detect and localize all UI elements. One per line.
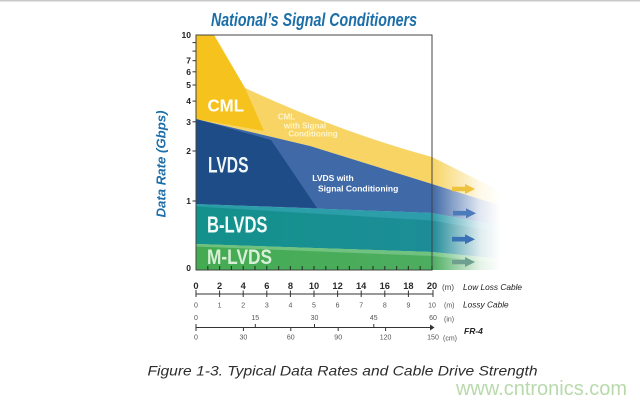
svg-text:0: 0 <box>186 263 191 273</box>
svg-text:3: 3 <box>265 303 269 310</box>
svg-text:10: 10 <box>182 30 192 40</box>
svg-text:Figure 1-3. Typical Data Rates: Figure 1-3. Typical Data Rates and Cable… <box>148 363 538 379</box>
svg-text:10: 10 <box>428 303 436 310</box>
svg-text:30: 30 <box>311 315 319 322</box>
svg-text:CML: CML <box>208 95 245 115</box>
svg-text:0: 0 <box>194 335 198 342</box>
svg-text:6: 6 <box>336 303 340 310</box>
svg-text:10: 10 <box>309 281 319 291</box>
svg-text:(m): (m) <box>442 283 454 292</box>
svg-text:30: 30 <box>240 335 248 342</box>
svg-text:16: 16 <box>380 281 390 291</box>
svg-text:150: 150 <box>427 335 439 342</box>
svg-text:90: 90 <box>334 335 342 342</box>
svg-text:Lossy Cable: Lossy Cable <box>463 300 509 310</box>
svg-text:(cm): (cm) <box>443 336 457 343</box>
svg-text:0: 0 <box>194 303 198 310</box>
svg-text:8: 8 <box>288 281 293 291</box>
svg-text:Data Rate (Gbps): Data Rate (Gbps) <box>154 111 169 218</box>
svg-text:1: 1 <box>186 196 191 206</box>
svg-text:9: 9 <box>406 303 410 310</box>
svg-text:3: 3 <box>186 117 191 127</box>
svg-text:FR-4: FR-4 <box>464 326 483 336</box>
svg-text:12: 12 <box>332 281 342 291</box>
svg-text:M-LVDS: M-LVDS <box>207 246 272 269</box>
svg-text:7: 7 <box>359 303 363 310</box>
svg-text:4: 4 <box>288 303 292 310</box>
svg-text:18: 18 <box>403 281 413 291</box>
svg-text:15: 15 <box>251 315 259 322</box>
svg-text:4: 4 <box>241 281 247 291</box>
svg-text:CML: CML <box>278 112 295 121</box>
svg-text:4: 4 <box>186 96 191 106</box>
svg-text:60: 60 <box>287 335 295 342</box>
svg-text:with Signal: with Signal <box>283 122 326 131</box>
svg-text:45: 45 <box>370 315 378 322</box>
svg-text:(in): (in) <box>444 317 454 324</box>
svg-text:Signal Conditioning: Signal Conditioning <box>318 184 398 194</box>
svg-text:Conditioning: Conditioning <box>288 130 337 139</box>
svg-text:National’s Signal Conditioners: National’s Signal Conditioners <box>211 9 417 30</box>
svg-text:60: 60 <box>429 315 437 322</box>
svg-text:5: 5 <box>312 303 316 310</box>
svg-text:2: 2 <box>186 146 191 156</box>
svg-text:120: 120 <box>380 335 392 342</box>
svg-text:14: 14 <box>356 281 367 291</box>
svg-text:LVDS with: LVDS with <box>312 173 353 183</box>
svg-text:7: 7 <box>186 56 191 66</box>
svg-text:1: 1 <box>218 303 222 310</box>
svg-text:B-LVDS: B-LVDS <box>207 212 268 238</box>
svg-text:www.cntronics.com: www.cntronics.com <box>455 378 627 400</box>
svg-text:2: 2 <box>217 281 222 291</box>
svg-text:20: 20 <box>427 281 437 291</box>
svg-text:0: 0 <box>193 281 198 291</box>
svg-text:2: 2 <box>241 303 245 310</box>
svg-text:5: 5 <box>186 80 191 90</box>
svg-text:LVDS: LVDS <box>208 153 249 178</box>
svg-text:6: 6 <box>186 67 191 77</box>
svg-text:0: 0 <box>194 315 198 322</box>
svg-text:(m): (m) <box>444 303 455 310</box>
svg-text:Low Loss Cable: Low Loss Cable <box>463 282 522 292</box>
svg-text:6: 6 <box>264 281 269 291</box>
svg-text:8: 8 <box>383 303 387 310</box>
